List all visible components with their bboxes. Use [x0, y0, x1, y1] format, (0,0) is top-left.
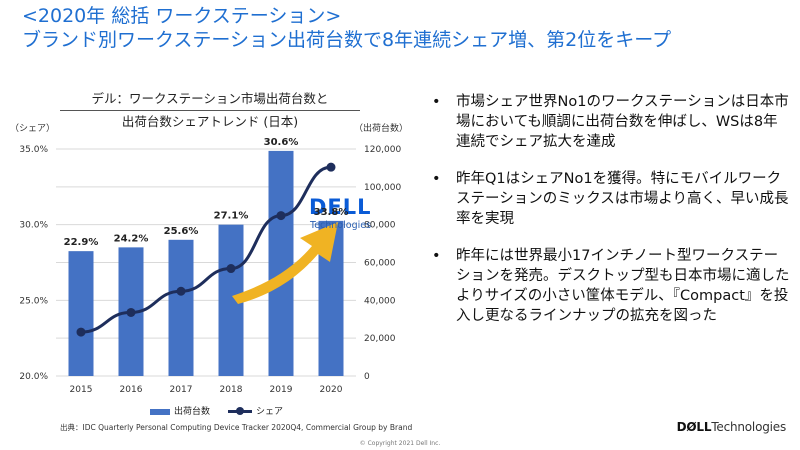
legend-line-label: シェア — [256, 407, 284, 417]
share-point — [326, 162, 336, 172]
share-point — [76, 327, 86, 337]
x-tick-label: 2020 — [320, 385, 343, 395]
dell-technologies-footer-logo: DØLLTechnologies — [676, 420, 787, 434]
legend-item-bar: 出荷台数 — [150, 404, 210, 417]
title-line-2: ブランド別ワークステーション出荷台数で8年連続シェア増、第2位をキープ — [22, 29, 672, 51]
left-tick-label: 25.0% — [19, 296, 48, 306]
chart-title-line-1: デル：ワークステーション市場出荷台数と — [60, 88, 360, 111]
dell-logo-brand: DELL — [309, 195, 372, 219]
x-tick-label: 2017 — [170, 385, 193, 395]
chart-title: デル：ワークステーション市場出荷台数と 出荷台数シェアトレンド (日本) — [60, 88, 360, 133]
x-tick-label: 2019 — [270, 385, 293, 395]
share-point — [126, 307, 136, 317]
right-tick-label: 100,000 — [364, 183, 401, 193]
share-data-label: 27.1% — [214, 211, 249, 222]
footer-logo-brand: DØLL — [676, 420, 712, 434]
legend-item-line: シェア — [228, 404, 283, 417]
x-tick-label: 2016 — [120, 385, 143, 395]
share-point — [226, 264, 236, 274]
chart-legend: 出荷台数 シェア — [150, 404, 283, 417]
slide-title: <2020年 総括 ワークステーション> ブランド別ワークステーション出荷台数で… — [22, 4, 671, 52]
right-tick-label: 20,000 — [364, 334, 396, 344]
legend-line-swatch — [228, 407, 253, 415]
left-tick-label: 20.0% — [19, 372, 48, 382]
title-line-1: <2020年 総括 ワークステーション> — [22, 5, 342, 27]
right-tick-label: 120,000 — [364, 145, 401, 155]
x-tick-label: 2015 — [70, 385, 93, 395]
x-tick-label: 2018 — [220, 385, 243, 395]
share-data-label: 25.6% — [164, 226, 199, 237]
right-tick-label: 60,000 — [364, 259, 396, 269]
legend-bar-swatch — [150, 408, 170, 415]
source-note: 出典：IDC Quarterly Personal Computing Devi… — [60, 423, 413, 432]
right-tick-label: 40,000 — [364, 296, 396, 306]
left-tick-label: 35.0% — [19, 145, 48, 155]
legend-bar-label: 出荷台数 — [174, 407, 211, 417]
left-tick-label: 30.0% — [19, 221, 48, 231]
share-data-label: 24.2% — [114, 233, 149, 244]
right-tick-label: 80,000 — [364, 221, 396, 231]
share-data-label: 30.6% — [264, 137, 299, 148]
share-point — [276, 211, 286, 221]
shipment-bar — [168, 239, 194, 376]
share-data-label: 22.9% — [64, 237, 99, 248]
key-point: 昨年には世界最小17インチノート型ワークステーションを発売。デスクトップ型も日本… — [432, 246, 792, 326]
right-axis-unit-label: （出荷台数） — [354, 122, 408, 134]
dell-logo-sub: Technologies — [309, 220, 371, 231]
shipment-bar — [68, 251, 94, 376]
growth-arrow-icon — [232, 222, 338, 304]
share-data-label: 33.8% — [314, 207, 349, 218]
share-point — [176, 286, 186, 296]
footer-logo-sub: Technologies — [711, 420, 786, 434]
key-point: 昨年Q1はシェアNo1を獲得。特にモバイルワークステーションのミックスは市場より… — [432, 169, 792, 229]
copyright-note: © Copyright 2021 Dell Inc. — [359, 440, 441, 447]
left-axis-unit-label: （シェア） — [10, 123, 55, 134]
key-point: 市場シェア世界No1のワークステーションは日本市場においても順調に出荷台数を伸ば… — [432, 92, 792, 152]
chart-title-line-2: 出荷台数シェアトレンド (日本) — [121, 114, 299, 129]
shipment-bar — [268, 150, 294, 376]
key-points-list: 市場シェア世界No1のワークステーションは日本市場においても順調に出荷台数を伸ば… — [432, 92, 792, 343]
right-tick-label: 0 — [364, 372, 370, 382]
